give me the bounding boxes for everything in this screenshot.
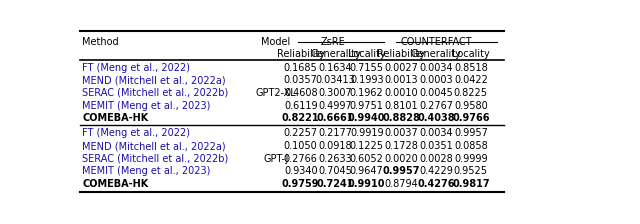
Text: Generality: Generality xyxy=(310,49,361,59)
Text: Locality: Locality xyxy=(452,49,490,59)
Text: 0.8794: 0.8794 xyxy=(385,179,419,189)
Text: 0.2767: 0.2767 xyxy=(419,101,453,110)
Text: 0.0422: 0.0422 xyxy=(454,75,488,85)
Text: COMEBA-HK: COMEBA-HK xyxy=(83,179,148,189)
Text: 0.7241: 0.7241 xyxy=(317,179,354,189)
Text: GPT-J: GPT-J xyxy=(263,154,289,164)
Text: 0.8518: 0.8518 xyxy=(454,63,488,73)
Text: Generality: Generality xyxy=(411,49,461,59)
Text: 0.6661: 0.6661 xyxy=(317,113,354,123)
Text: 0.0003: 0.0003 xyxy=(419,75,453,85)
Text: 0.9817: 0.9817 xyxy=(452,179,490,189)
Text: 0.03413: 0.03413 xyxy=(316,75,355,85)
Text: 0.6119: 0.6119 xyxy=(284,101,317,110)
Text: 0.0027: 0.0027 xyxy=(385,63,419,73)
Text: 0.7155: 0.7155 xyxy=(349,63,384,73)
Text: 0.8101: 0.8101 xyxy=(385,101,418,110)
Text: 0.9647: 0.9647 xyxy=(350,166,383,176)
Text: 0.4997: 0.4997 xyxy=(319,101,352,110)
Text: 0.1962: 0.1962 xyxy=(350,88,383,98)
Text: 0.0010: 0.0010 xyxy=(385,88,418,98)
Text: COUNTERFACT: COUNTERFACT xyxy=(400,37,472,47)
Text: 0.1993: 0.1993 xyxy=(350,75,383,85)
Text: 0.0045: 0.0045 xyxy=(419,88,453,98)
Text: Reliability: Reliability xyxy=(276,49,324,59)
Text: 0.4229: 0.4229 xyxy=(419,166,453,176)
Text: 0.1728: 0.1728 xyxy=(385,141,419,151)
Text: MEND (Mitchell et al., 2022a): MEND (Mitchell et al., 2022a) xyxy=(83,141,226,151)
Text: 0.0034: 0.0034 xyxy=(419,63,453,73)
Text: 0.0034: 0.0034 xyxy=(419,129,453,138)
Text: 0.1634: 0.1634 xyxy=(319,63,352,73)
Text: Locality: Locality xyxy=(348,49,385,59)
Text: 0.6052: 0.6052 xyxy=(349,154,383,164)
Text: 0.0020: 0.0020 xyxy=(385,154,419,164)
Text: Reliability: Reliability xyxy=(378,49,426,59)
Text: 0.1050: 0.1050 xyxy=(284,141,317,151)
Text: 0.2766: 0.2766 xyxy=(284,154,317,164)
Text: FT (Meng et al., 2022): FT (Meng et al., 2022) xyxy=(83,129,191,138)
Text: SERAC (Mitchell et al., 2022b): SERAC (Mitchell et al., 2022b) xyxy=(83,88,228,98)
Text: 0.4276: 0.4276 xyxy=(417,179,455,189)
Text: Model: Model xyxy=(261,37,291,47)
Text: 0.9957: 0.9957 xyxy=(383,166,420,176)
Text: 0.4038: 0.4038 xyxy=(417,113,455,123)
Text: 0.9766: 0.9766 xyxy=(452,113,490,123)
Text: 0.0918: 0.0918 xyxy=(319,141,352,151)
Text: 0.8828: 0.8828 xyxy=(383,113,420,123)
Text: 0.0351: 0.0351 xyxy=(419,141,453,151)
Text: 0.8225: 0.8225 xyxy=(454,88,488,98)
Text: 0.9999: 0.9999 xyxy=(454,154,488,164)
Text: MEMIT (Meng et al., 2023): MEMIT (Meng et al., 2023) xyxy=(83,101,211,110)
Text: 0.1225: 0.1225 xyxy=(349,141,384,151)
Text: 0.8221: 0.8221 xyxy=(282,113,319,123)
Text: 0.9340: 0.9340 xyxy=(284,166,317,176)
Text: 0.9957: 0.9957 xyxy=(454,129,488,138)
Text: 0.9751: 0.9751 xyxy=(349,101,383,110)
Text: Method: Method xyxy=(83,37,119,47)
Text: 0.2177: 0.2177 xyxy=(319,129,353,138)
Text: 0.9525: 0.9525 xyxy=(454,166,488,176)
Text: 0.9940: 0.9940 xyxy=(348,113,385,123)
Text: 0.0013: 0.0013 xyxy=(385,75,418,85)
Text: 0.9759: 0.9759 xyxy=(282,179,319,189)
Text: 0.2257: 0.2257 xyxy=(284,129,318,138)
Text: MEMIT (Meng et al., 2023): MEMIT (Meng et al., 2023) xyxy=(83,166,211,176)
Text: 0.9910: 0.9910 xyxy=(348,179,385,189)
Text: 0.0357: 0.0357 xyxy=(284,75,317,85)
Text: FT (Meng et al., 2022): FT (Meng et al., 2022) xyxy=(83,63,191,73)
Text: 0.3007: 0.3007 xyxy=(319,88,352,98)
Text: 0.2633: 0.2633 xyxy=(319,154,352,164)
Text: 0.4608: 0.4608 xyxy=(284,88,317,98)
Text: MEND (Mitchell et al., 2022a): MEND (Mitchell et al., 2022a) xyxy=(83,75,226,85)
Text: 0.9580: 0.9580 xyxy=(454,101,488,110)
Text: 0.0858: 0.0858 xyxy=(454,141,488,151)
Text: COMEBA-HK: COMEBA-HK xyxy=(83,113,148,123)
Text: 0.0028: 0.0028 xyxy=(419,154,453,164)
Text: 0.1685: 0.1685 xyxy=(284,63,317,73)
Text: GPT2-XL: GPT2-XL xyxy=(255,88,296,98)
Text: ZsRE: ZsRE xyxy=(321,37,346,47)
Text: 0.7045: 0.7045 xyxy=(319,166,353,176)
Text: 0.0037: 0.0037 xyxy=(385,129,419,138)
Text: 0.9919: 0.9919 xyxy=(350,129,383,138)
Text: SERAC (Mitchell et al., 2022b): SERAC (Mitchell et al., 2022b) xyxy=(83,154,228,164)
